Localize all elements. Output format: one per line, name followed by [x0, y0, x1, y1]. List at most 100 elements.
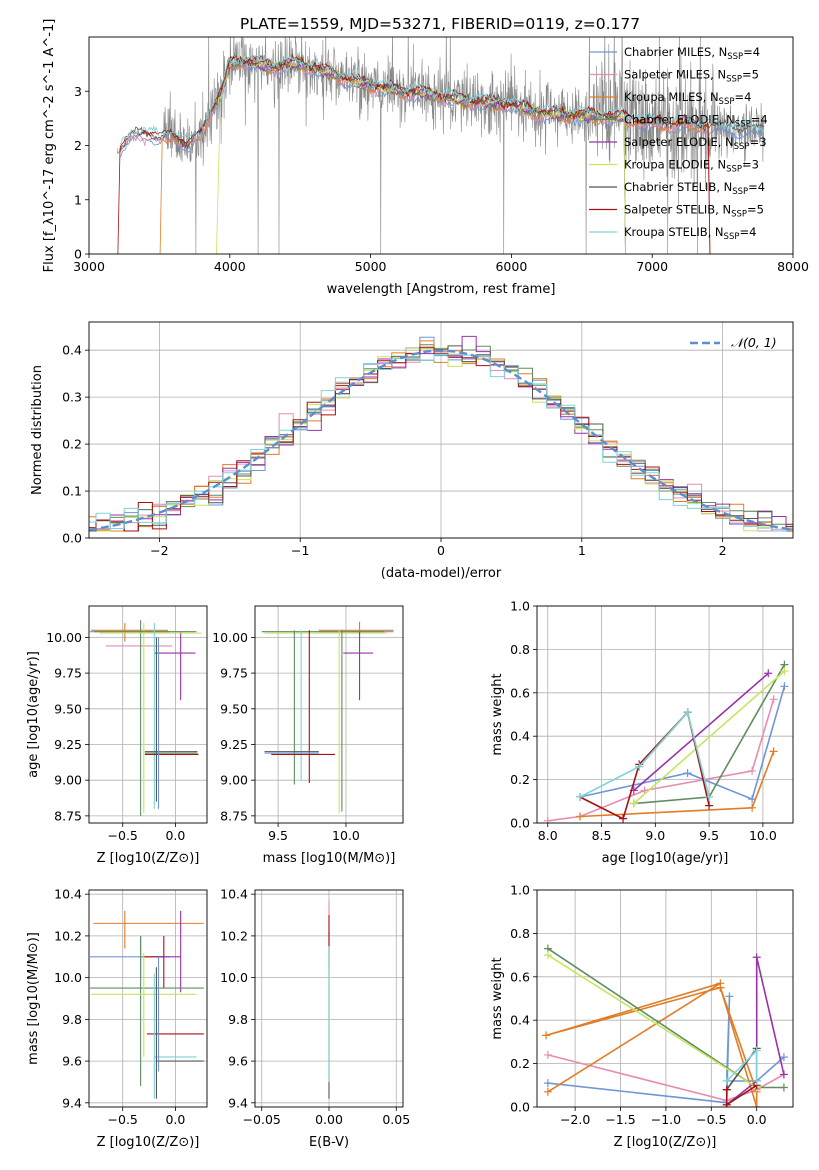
- plot-area: [542, 944, 788, 1107]
- plot-area: [89, 335, 793, 532]
- histogram-chabrier-stelib: [89, 345, 793, 532]
- weight-marker: [543, 1079, 552, 1088]
- normal-curve-line: [89, 349, 793, 531]
- age-vs-mass-panel: 9.5 10.0 8.75 9.00 9.25 9.50 9.75 10.00 mass [lo…: [212, 605, 404, 866]
- weight-line-salpeter-elodie: [633, 672, 769, 792]
- x-tick-label: 0.00: [315, 1112, 343, 1127]
- legend-value: =4: [739, 225, 756, 239]
- x-axis-label: mass [log10(M/M⊙)]: [263, 851, 396, 866]
- x-tick-label: −0.5: [108, 1112, 138, 1127]
- y-tick-label: 0.1: [62, 484, 82, 499]
- y-axis-label: Flux [f_λ10^-17 erg cm^-2 s^-1 A^-1]: [42, 19, 57, 273]
- axes-frame: [88, 36, 794, 255]
- weight-marker: [683, 769, 692, 778]
- y-tick-label: 9.25: [54, 737, 82, 752]
- weight-marker: [635, 762, 644, 771]
- y-tick-label: 0.0: [62, 531, 82, 546]
- x-tick-label: 0: [437, 543, 445, 558]
- y-tick-label: 9.4: [62, 1095, 82, 1110]
- plot-area: [90, 910, 204, 1099]
- legend-value: =4: [743, 45, 760, 59]
- model-line-kroupa-stelib: [119, 51, 765, 145]
- grid: [255, 606, 403, 823]
- legend-subscript: SSP: [734, 142, 750, 152]
- x-axis-label: Z [log10(Z/Z⊙)]: [97, 851, 200, 866]
- legend-entry: Salpeter STELIB, NSSP=5: [624, 203, 764, 220]
- x-axis-label: age [log10(age/yr)]: [602, 851, 729, 866]
- ticks: 9.5 10.0 8.75 9.00 9.25 9.50 9.75 10.00: [212, 630, 360, 843]
- y-axis-label: mass weight: [490, 673, 505, 755]
- x-tick-label: −2.0: [560, 1112, 590, 1127]
- y-tick-label: 9.00: [54, 773, 82, 788]
- axes-frame: [88, 321, 794, 539]
- weight-marker: [619, 814, 628, 823]
- y-tick-label: 10.2: [54, 928, 82, 943]
- model-line-kroupa-elodie: [216, 55, 626, 254]
- legend-entry: Salpeter MILES, NSSP=5: [624, 68, 759, 85]
- ticks: 8.0 8.5 9.0 9.5 10.0 0.0 0.2 0.4 0.6 0.8 1.0: [510, 599, 777, 844]
- x-tick-label: −1.5: [605, 1112, 635, 1127]
- weight-marker: [764, 669, 773, 678]
- y-tick-label: 0.0: [510, 816, 530, 831]
- y-tick-label: 9.75: [220, 666, 248, 681]
- weight-marker: [752, 953, 761, 962]
- legend-entry: Kroupa STELIB, NSSP=4: [624, 225, 756, 242]
- x-tick-label: 8.5: [592, 828, 612, 843]
- weight-marker: [543, 816, 552, 823]
- axes-frame: [536, 605, 794, 824]
- y-tick-label: 0.8: [510, 642, 530, 657]
- plot-area: [116, 37, 766, 254]
- y-tick-label: 0.2: [510, 772, 530, 787]
- x-tick-label: −0.5: [696, 1112, 726, 1127]
- y-tick-label: 10.0: [220, 970, 248, 985]
- y-tick-label: 9.4: [228, 1095, 248, 1110]
- legend-entry: Chabrier MILES, NSSP=4: [624, 45, 760, 62]
- y-tick-label: 0.0: [510, 1100, 530, 1115]
- weight-vs-age-panel: 8.0 8.5 9.0 9.5 10.0 0.0 0.2 0.4 0.6 0.8 1.0 age [l…: [490, 599, 794, 866]
- x-axis-label: (data-model)/error: [381, 566, 502, 581]
- weight-marker: [629, 799, 638, 808]
- y-tick-label: 0.8: [510, 926, 530, 941]
- legend-value: =4: [748, 180, 765, 194]
- weight-marker: [748, 803, 757, 812]
- weight-marker: [542, 1031, 551, 1040]
- legend-subscript: SSP: [726, 75, 742, 85]
- x-tick-label: 7000: [636, 259, 668, 274]
- weight-line-kroupa-stelib: [579, 710, 710, 798]
- weight-line-kroupa-elodie: [547, 954, 758, 1089]
- legend: 𝒩(0, 1): [690, 335, 777, 350]
- mass-vs-metallicity-panel: −0.5 0.0 9.4 9.6 9.8 10.0 10.2 10.4 Z [log10(Z/Z…: [26, 887, 208, 1150]
- y-tick-label: 1: [74, 192, 82, 207]
- weight-marker: [576, 812, 585, 821]
- weight-line-salpeter-stelib: [725, 1084, 758, 1107]
- x-tick-label: 0.0: [165, 828, 185, 843]
- y-tick-label: 0.4: [62, 343, 82, 358]
- legend-value: =5: [747, 203, 764, 217]
- y-tick-label: 0.4: [510, 1013, 530, 1028]
- grid: [89, 606, 207, 823]
- x-axis-label: wavelength [Angstrom, rest frame]: [327, 282, 556, 297]
- model-line-chabrier-stelib: [119, 54, 765, 152]
- legend-entry: Chabrier ELODIE, NSSP=4: [624, 113, 768, 130]
- legend-entry: Salpeter ELODIE, NSSP=3: [624, 135, 767, 152]
- weight-marker: [752, 1103, 761, 1107]
- legend-subscript: SSP: [724, 232, 740, 242]
- x-tick-label: 0.0: [747, 1112, 767, 1127]
- legend-value: =5: [742, 68, 759, 82]
- x-axis-label: Z [log10(Z/Z⊙)]: [97, 1135, 200, 1150]
- y-tick-label: 10.0: [54, 970, 82, 985]
- y-tick-label: 0.6: [510, 685, 530, 700]
- mass-vs-ebv-panel: −0.05 0.00 0.05 9.4 9.6 9.8 10.0 10.2 10.4 E(B-V): [220, 887, 410, 1150]
- weight-line-salpeter-elodie: [726, 957, 785, 1106]
- y-tick-label: 2: [74, 138, 82, 153]
- model-line-salpeter-elodie: [218, 56, 626, 254]
- weight-marker: [716, 983, 725, 992]
- y-tick-label: 0.2: [62, 437, 82, 452]
- y-tick-label: 10.00: [212, 630, 248, 645]
- x-tick-label: 3000: [73, 259, 105, 274]
- x-tick-label: 9.5: [699, 828, 719, 843]
- x-tick-label: −0.05: [243, 1112, 281, 1127]
- weight-marker: [780, 682, 789, 691]
- legend-entry: Chabrier STELIB, NSSP=4: [624, 180, 765, 197]
- y-axis-label: age [log10(age/yr)]: [26, 651, 41, 778]
